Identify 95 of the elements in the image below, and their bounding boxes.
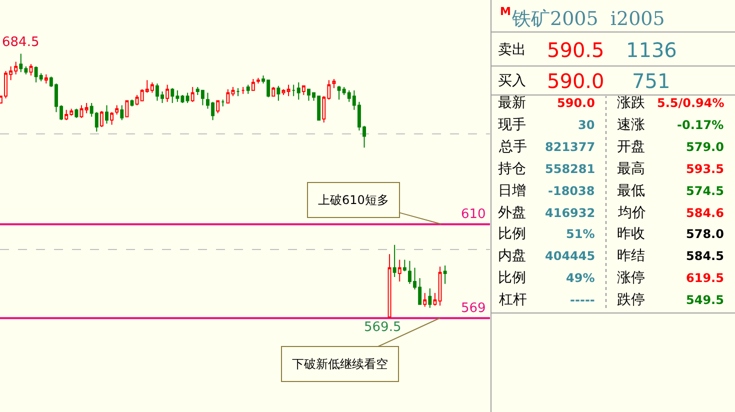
text: -18038 [548, 184, 595, 198]
candlestick [80, 104, 84, 118]
text: 574.5 [686, 184, 724, 198]
text: 涨停 [617, 270, 645, 286]
candlestick [246, 84, 250, 94]
text: 最新 [498, 95, 526, 111]
candlestick [443, 265, 447, 284]
text: 49% [566, 271, 595, 285]
text: 持仓 [498, 161, 526, 177]
text: 日增 [498, 183, 526, 199]
text: 30 [578, 118, 595, 132]
text: 821377 [545, 140, 596, 154]
candlestick [296, 82, 300, 100]
candlestick [392, 244, 396, 278]
candlestick [236, 88, 240, 97]
candlestick [125, 100, 129, 118]
candlestick [186, 92, 190, 104]
text: ----- [570, 293, 595, 307]
candlestick [438, 266, 442, 306]
annotation: 684.5 [2, 35, 40, 50]
text: 比例 [498, 270, 526, 286]
candlestick [216, 100, 220, 114]
text: 开盘 [617, 139, 645, 155]
candlestick [231, 86, 235, 97]
candlestick [100, 110, 104, 128]
text: 590.0 [547, 69, 604, 93]
text: 均价 [617, 205, 646, 221]
candlestick [433, 292, 437, 306]
annotation: 569.5 [364, 320, 402, 335]
candlestick [428, 288, 432, 308]
text: 5.5/0.94% [657, 96, 724, 110]
text: 跌停 [617, 292, 645, 308]
text: 579.0 [686, 140, 724, 154]
text: 619.5 [686, 271, 724, 285]
candlestick [74, 108, 78, 118]
candlestick [292, 84, 296, 97]
text: 416932 [545, 206, 596, 220]
ref-line-label: 610 [461, 207, 486, 222]
candlestick [130, 99, 134, 107]
candlestick [251, 78, 255, 91]
candlestick [388, 254, 392, 318]
text: 外盘 [498, 205, 526, 221]
text: 总手 [498, 139, 527, 155]
candlestick [286, 84, 290, 97]
candlestick [190, 86, 194, 102]
candlestick [272, 86, 276, 97]
text: 昨结 [617, 248, 645, 264]
candlestick [44, 74, 48, 84]
candlestick [241, 86, 245, 94]
text: 卖出 [498, 42, 526, 58]
candlestick [302, 85, 306, 96]
text: 买入 [498, 73, 526, 89]
candlestick [221, 99, 225, 107]
candlestick [398, 259, 402, 282]
candlestick [120, 104, 124, 121]
text: 584.5 [686, 249, 724, 263]
candlestick [110, 112, 114, 126]
text: 404445 [545, 249, 596, 263]
text: 昨收 [617, 226, 645, 242]
text: 最低 [617, 183, 645, 199]
text: 751 [632, 69, 670, 93]
candlestick [115, 104, 119, 115]
text: 杠杆 [498, 292, 527, 308]
text: 51% [566, 227, 595, 241]
text: 现手 [498, 117, 526, 133]
candlestick [226, 88, 230, 104]
candlestick [282, 88, 286, 96]
text: 涨跌 [617, 95, 645, 111]
candlestick [256, 77, 260, 84]
candlestick [105, 104, 108, 124]
candlestick [29, 64, 33, 76]
ref-line-label: 569 [461, 301, 486, 316]
text: 速涨 [617, 117, 645, 133]
candlestick [402, 259, 406, 272]
annotation: 下破新低继续看空 [292, 357, 388, 371]
text: 593.5 [686, 162, 724, 176]
text: 比例 [498, 226, 526, 242]
text: 铁矿2005 i2005 [511, 8, 665, 30]
text: 584.6 [686, 206, 724, 220]
text: 590.0 [557, 96, 595, 110]
candlestick [276, 85, 280, 102]
candlestick [166, 84, 170, 102]
text: 最高 [617, 161, 645, 177]
text: 549.5 [686, 293, 724, 307]
candlestick [423, 292, 427, 308]
candlestick [84, 102, 88, 114]
candlestick [332, 78, 336, 89]
text: M [500, 5, 511, 18]
annotation: 上破610短多 [318, 193, 389, 207]
text: 1136 [626, 38, 677, 62]
text: 590.5 [547, 38, 604, 62]
text: -0.17% [677, 118, 724, 132]
text: 578.0 [686, 227, 724, 241]
text: 内盘 [498, 248, 526, 264]
text: 558281 [545, 162, 596, 176]
